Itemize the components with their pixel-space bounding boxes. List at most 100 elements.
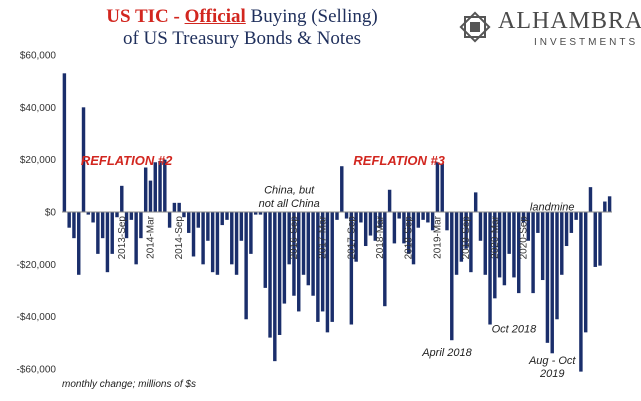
bar [517,212,521,294]
bar [340,166,344,212]
bar [268,212,272,338]
bar [607,196,612,212]
bar [407,212,411,254]
bar [153,162,157,212]
chart-annotation: 2019 [539,368,564,380]
title-rest: Buying (Selling) [245,6,378,27]
bar [249,212,253,254]
bar [81,107,86,212]
bar-series [62,73,612,372]
y-tick-label: -$60,000 [17,365,57,376]
bar [330,212,334,322]
bar [230,212,234,265]
title-official: Official [184,6,246,27]
bar [402,212,406,244]
bar [220,212,224,226]
bar [297,212,301,312]
title-prefix: US TIC [106,6,169,27]
bar [301,212,306,275]
x-tick-label: 2018-Sep [404,216,415,260]
bar [555,212,559,320]
bar [349,212,354,325]
bar [215,212,220,275]
bar [62,73,67,212]
y-tick-label: -$20,000 [17,260,57,271]
bar [311,212,315,296]
bar [210,212,215,273]
y-tick-label: $20,000 [20,155,57,166]
bar [110,212,114,254]
bar [72,212,76,239]
alhambra-logo: ALHAMBRA INVESTMENTS [456,6,641,54]
y-axis: $60,000 $40,000 $20,000 $0 -$20,000 -$40,000 -… [17,51,57,376]
y-tick-label: -$40,000 [17,312,57,323]
bar [536,212,540,233]
bar [120,185,124,212]
bar [488,212,492,325]
bar [416,212,421,228]
reflation-annotation: REFLATION #2 [81,153,173,168]
bar [129,212,134,220]
bar [507,212,511,254]
y-tick-label: $60,000 [20,51,57,62]
bar [574,212,578,220]
bar [478,212,483,241]
bar [273,212,277,362]
bar [258,212,263,215]
bar [134,212,138,265]
bar [483,212,487,275]
bar [67,212,71,228]
bar [206,212,210,241]
bar [569,212,574,233]
bar [182,212,186,218]
bar [187,212,191,233]
bar [464,212,468,249]
chart-annotation: Aug - Oct [528,355,576,367]
bar [564,212,569,247]
bar [124,212,129,239]
bar [392,212,397,244]
bar [426,212,430,223]
bar [603,201,607,212]
bar [512,212,516,278]
bar [469,212,473,273]
bar [397,212,401,219]
bar [335,212,339,220]
bar [143,167,148,212]
x-tick-label: 2019-Sep [461,216,472,260]
x-tick-label: 2016-Sep [289,216,300,260]
x-tick-label: 2020-Mar [490,215,501,258]
bar [167,212,172,228]
bar [368,212,373,236]
chart-annotation: China, but [264,185,315,197]
bar [253,212,258,215]
bar [526,212,531,241]
bar [244,212,248,320]
bar [531,212,535,294]
bar [359,212,363,223]
bar [306,212,311,286]
bar [163,159,167,212]
bar [191,212,196,257]
bar [282,212,287,304]
reflation-annotation: REFLATION #3 [353,153,445,168]
chart-annotation: not all China [259,198,320,210]
x-tick-label: 2017-Sep [346,216,357,260]
bar [77,212,81,275]
bar [378,212,382,228]
bar [598,212,602,266]
bar [459,212,464,262]
bar [435,162,440,212]
bar [325,212,330,333]
x-tick-label: 2013-Sep [117,216,128,260]
bar [493,212,497,299]
bar [502,212,507,286]
chart-annotation: Oct 2018 [492,323,538,335]
bar [105,212,110,273]
bar [158,160,162,212]
bar [579,212,583,372]
y-tick-label: $40,000 [20,103,57,114]
